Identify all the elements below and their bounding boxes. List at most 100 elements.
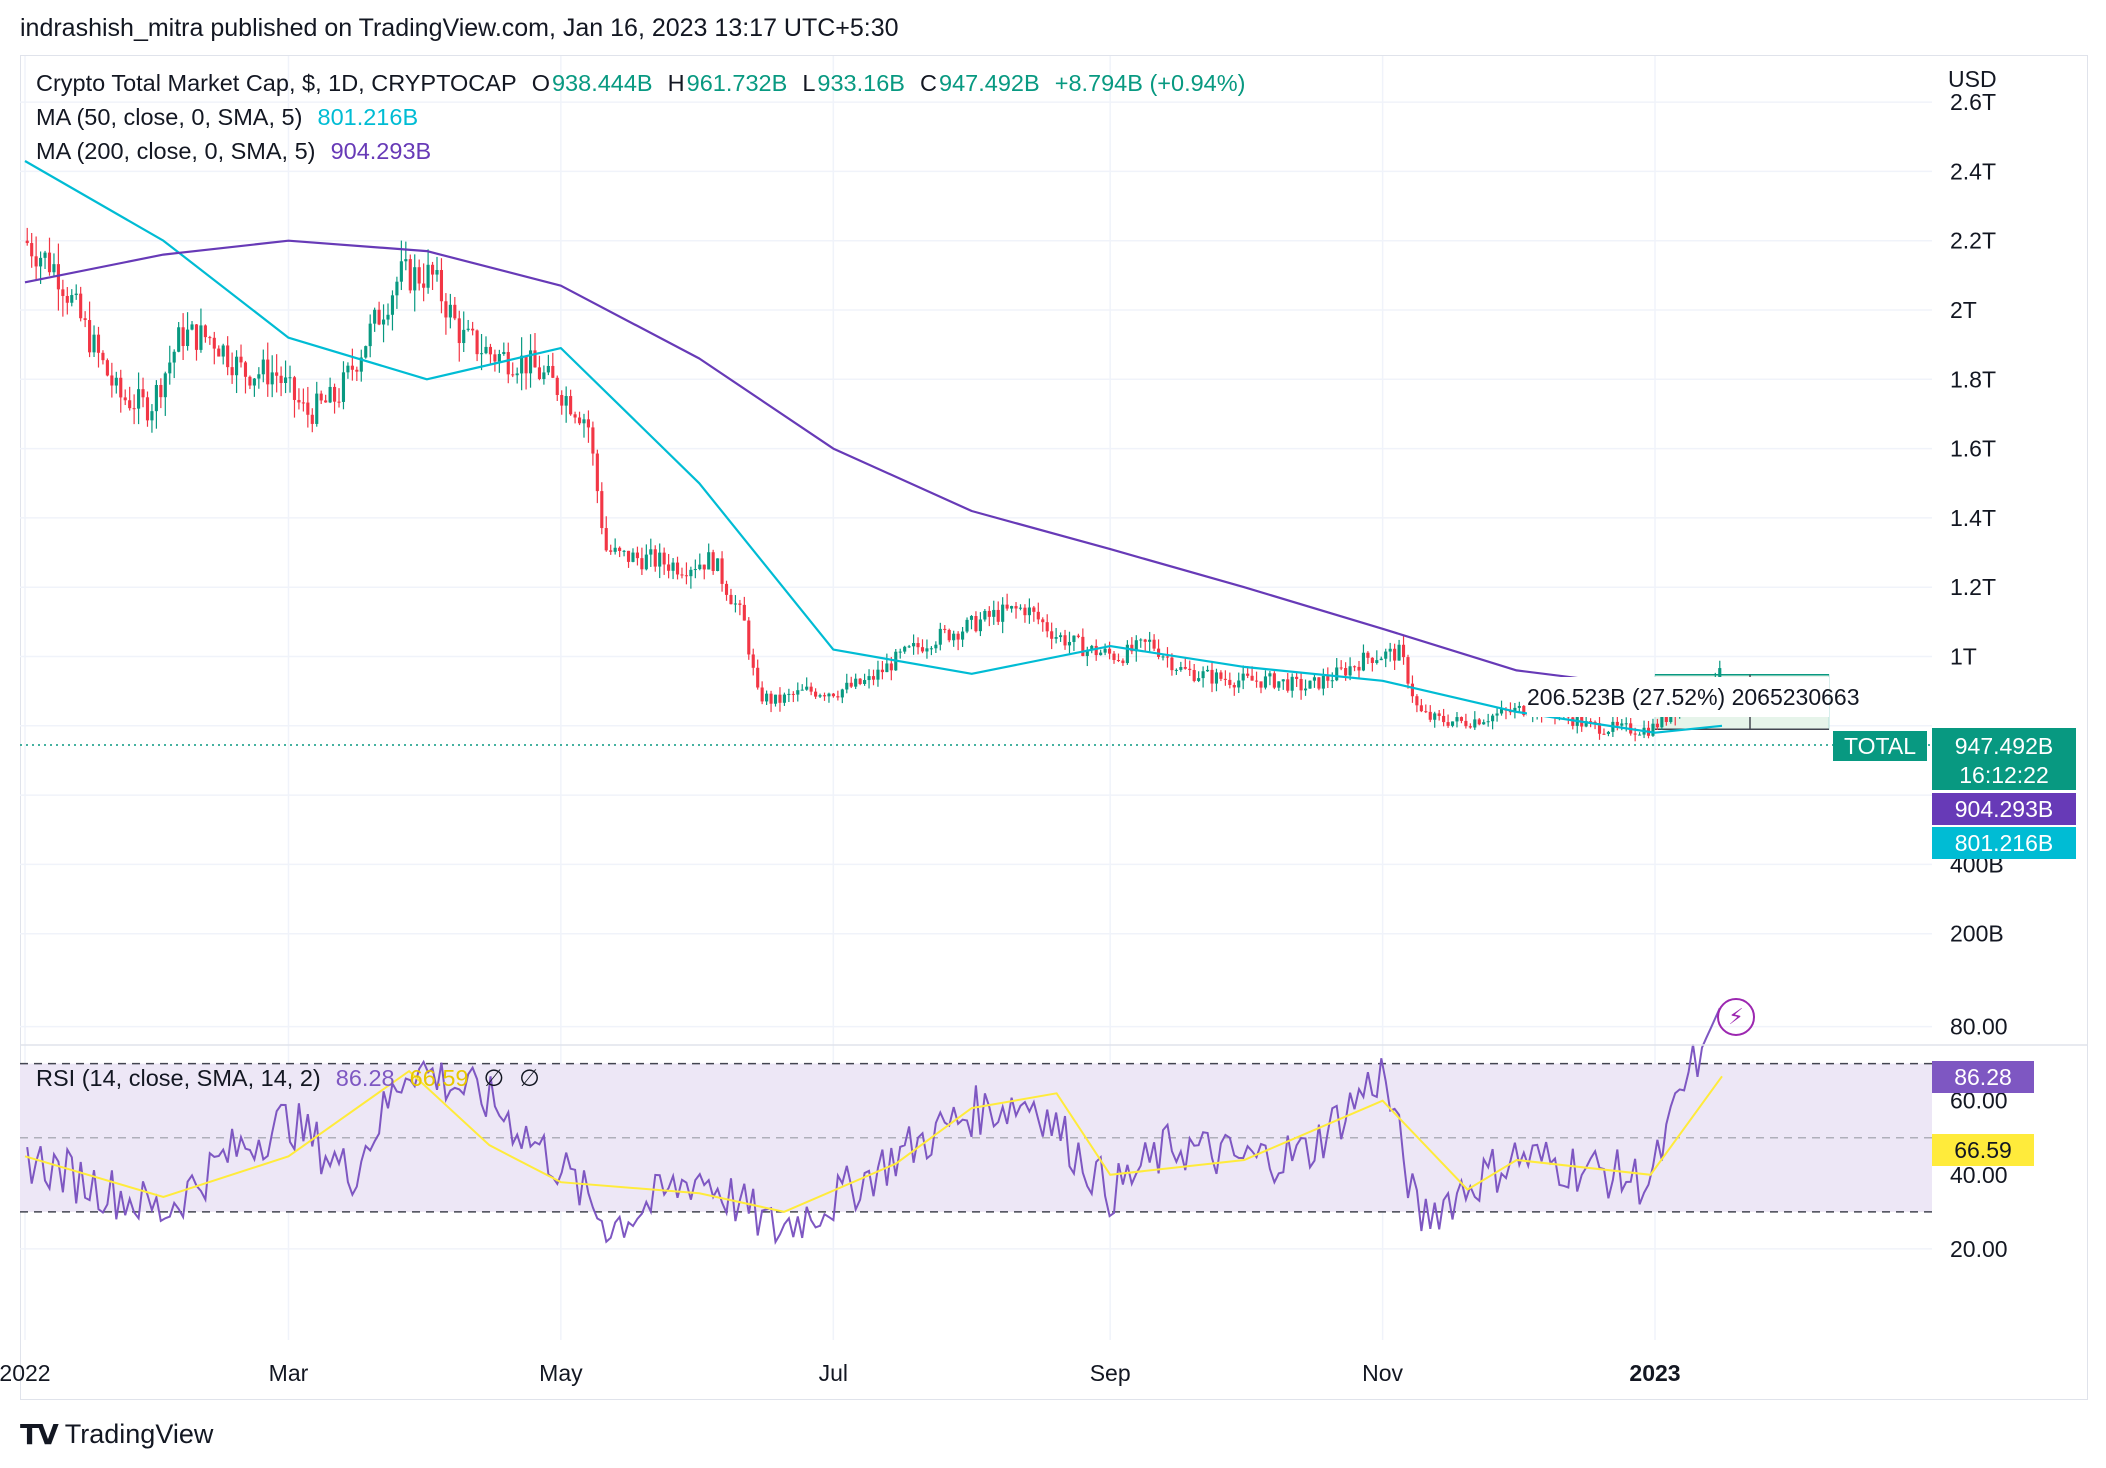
candle xyxy=(644,544,648,571)
candle-body xyxy=(65,295,69,303)
candle-body xyxy=(751,654,755,668)
candle-body xyxy=(297,399,301,403)
candle xyxy=(586,410,590,443)
candle xyxy=(831,692,835,698)
candle xyxy=(257,367,261,389)
candle xyxy=(880,660,884,680)
legend-ma200[interactable]: MA (200, close, 0, SMA, 5) 904.293B xyxy=(36,138,433,165)
legend-rsi[interactable]: RSI (14, close, SMA, 14, 2) 86.28 66.59 … xyxy=(36,1064,542,1092)
candle-body xyxy=(1655,723,1659,728)
candle xyxy=(1121,658,1125,666)
candle xyxy=(261,349,265,383)
candle-body xyxy=(439,270,444,302)
candle xyxy=(1001,597,1005,634)
candle-body xyxy=(221,345,225,357)
candle xyxy=(591,421,595,466)
candle xyxy=(1112,651,1116,664)
candle xyxy=(1067,631,1072,654)
legend-ma50[interactable]: MA (50, close, 0, SMA, 5) 801.216B xyxy=(36,104,420,131)
candle-body xyxy=(1339,667,1343,669)
candle-body xyxy=(533,350,537,368)
candle-body xyxy=(724,583,729,595)
candle xyxy=(707,543,711,570)
candle xyxy=(132,394,136,425)
candle-body xyxy=(863,680,867,684)
candle xyxy=(1188,660,1192,676)
candle-body xyxy=(769,693,773,704)
candle xyxy=(288,365,292,393)
candle xyxy=(1348,657,1352,681)
candle-body xyxy=(88,320,92,353)
candle xyxy=(1272,671,1276,690)
candle xyxy=(70,289,74,307)
candle xyxy=(609,544,613,555)
measure-readout: 206.523B (27.52%) 2065230663 xyxy=(1527,677,1860,717)
candle xyxy=(1464,713,1468,729)
candle xyxy=(1054,627,1058,644)
candle-body xyxy=(520,355,524,374)
candle-body xyxy=(787,693,791,695)
candle xyxy=(1036,602,1040,625)
candle xyxy=(1352,665,1357,672)
candle xyxy=(1442,708,1446,727)
candle-body xyxy=(47,252,52,273)
candle-body xyxy=(934,644,938,649)
candle-body xyxy=(528,350,533,374)
candle-body xyxy=(1094,645,1098,656)
candle-body xyxy=(132,408,136,410)
candle-body xyxy=(235,356,239,376)
candle-body xyxy=(30,243,34,257)
candle xyxy=(355,366,359,382)
candle xyxy=(177,322,181,353)
candle xyxy=(1646,720,1651,739)
candle-body xyxy=(537,367,542,380)
candle-body xyxy=(502,352,506,355)
candle-body xyxy=(186,329,190,347)
candle xyxy=(720,551,724,592)
candle xyxy=(159,378,163,409)
candle xyxy=(778,687,782,712)
candle-body xyxy=(796,690,800,695)
candle-body xyxy=(1361,652,1366,671)
candle xyxy=(1299,673,1303,700)
candle-body xyxy=(778,694,782,703)
candle xyxy=(1477,718,1481,726)
candle-body xyxy=(1459,717,1463,721)
candle xyxy=(217,345,221,357)
candle-body xyxy=(1286,679,1290,691)
candle xyxy=(515,367,519,384)
candle xyxy=(1370,657,1374,672)
candle-body xyxy=(805,686,809,690)
candle-body xyxy=(1442,715,1446,723)
candle-body xyxy=(978,619,982,632)
candle-body xyxy=(248,376,252,386)
candle xyxy=(983,609,987,622)
candle xyxy=(364,345,368,359)
candle-body xyxy=(1125,644,1129,664)
candle-body xyxy=(667,564,671,571)
candle-body xyxy=(987,610,991,617)
candle xyxy=(969,615,974,630)
candle-body xyxy=(337,401,341,403)
candle-body xyxy=(1593,721,1597,724)
candle xyxy=(1179,661,1183,672)
candle-body xyxy=(961,631,965,640)
symbol-name[interactable]: Crypto Total Market Cap, $, 1D, CRYPTOCA… xyxy=(36,70,517,96)
candle-body xyxy=(586,419,590,428)
rsi-value-tag: 86.28 xyxy=(1932,1061,2034,1093)
candle-body xyxy=(1620,723,1624,726)
candle xyxy=(243,360,248,394)
y-tick-label: 2T xyxy=(1950,297,1977,323)
candle xyxy=(74,284,78,300)
candle xyxy=(805,677,809,691)
candle-body xyxy=(426,264,430,288)
candle xyxy=(1486,713,1490,727)
candle-body xyxy=(1054,637,1058,639)
candle-body xyxy=(609,550,613,552)
lightning-icon[interactable]: ⚡ xyxy=(1717,998,1755,1036)
candle xyxy=(114,371,118,394)
tradingview-logo[interactable]: 𝗧𝗩 TradingView xyxy=(20,1418,213,1451)
candle-body xyxy=(61,289,65,296)
candle-body xyxy=(912,643,916,647)
